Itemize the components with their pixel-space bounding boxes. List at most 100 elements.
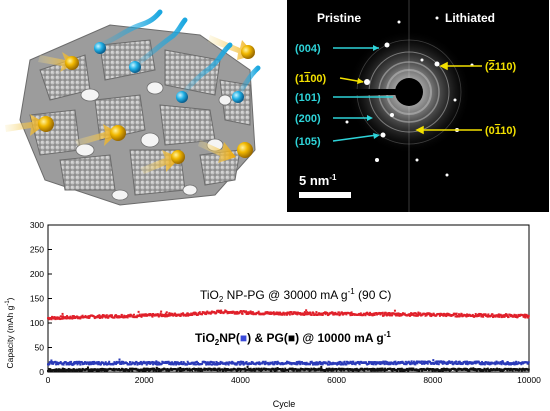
data-point: [268, 363, 271, 366]
data-point: [231, 360, 234, 363]
data-point: [119, 362, 122, 365]
data-point: [147, 360, 150, 363]
data-point: [399, 369, 402, 372]
data-point: [77, 362, 80, 365]
data-point: [138, 313, 141, 316]
data-point: [400, 361, 403, 364]
data-point: [53, 316, 56, 319]
data-point: [435, 314, 438, 317]
data-point: [175, 368, 178, 371]
data-point: [442, 360, 445, 363]
data-point: [288, 311, 291, 314]
data-point: [367, 362, 370, 365]
data-point: [372, 363, 375, 366]
data-point: [337, 361, 340, 364]
data-point: [208, 367, 211, 370]
data-point: [245, 361, 248, 364]
data-point: [426, 360, 429, 363]
data-point: [217, 309, 220, 312]
data-point: [198, 368, 201, 371]
data-point: [292, 312, 295, 315]
data-point: [527, 314, 530, 317]
data-point: [365, 361, 368, 364]
data-point: [90, 361, 93, 364]
data-point: [505, 363, 508, 366]
data-point: [123, 314, 126, 317]
data-point: [389, 314, 392, 317]
data-point: [273, 368, 276, 371]
data-point: [133, 313, 136, 316]
x-tick-label: 2000: [135, 375, 154, 385]
data-point: [425, 314, 428, 317]
data-point: [196, 363, 199, 366]
data-point: [177, 361, 180, 364]
data-point: [73, 362, 76, 365]
data-point: [527, 316, 530, 319]
data-point: [213, 368, 216, 371]
data-point: [482, 315, 485, 318]
data-point: [145, 313, 148, 316]
data-point: [118, 360, 121, 363]
data-point: [408, 361, 411, 364]
data-point: [191, 313, 194, 316]
data-point: [116, 315, 119, 318]
data-point: [250, 312, 253, 315]
data-point: [440, 368, 443, 371]
data-point: [331, 363, 334, 366]
data-point: [112, 363, 115, 366]
data-point: [93, 361, 96, 364]
data-point: [171, 361, 174, 364]
data-point: [473, 315, 476, 318]
data-point: [516, 315, 519, 318]
data-point: [515, 360, 518, 363]
data-point: [167, 313, 170, 316]
data-point: [348, 312, 351, 315]
data-point: [50, 318, 53, 321]
data-point: [131, 369, 134, 372]
data-point: [459, 363, 462, 366]
data-point: [285, 312, 288, 315]
data-point: [462, 362, 465, 365]
data-point: [348, 361, 351, 364]
data-point: [393, 309, 396, 312]
data-point: [294, 311, 297, 314]
data-point: [386, 361, 389, 364]
data-point: [296, 363, 299, 366]
data-point: [333, 313, 336, 316]
data-point: [269, 312, 272, 315]
data-point: [81, 369, 84, 372]
data-point: [183, 362, 186, 365]
data-point: [442, 314, 445, 317]
data-point: [300, 361, 303, 364]
data-point: [328, 363, 331, 366]
data-point: [157, 369, 160, 372]
data-point: [97, 314, 100, 317]
data-point: [212, 367, 215, 370]
data-point: [506, 369, 509, 372]
data-point: [329, 362, 332, 365]
data-point: [512, 361, 515, 364]
data-point: [133, 362, 136, 365]
data-point: [270, 369, 273, 372]
data-point: [118, 358, 121, 361]
data-point: [474, 362, 477, 365]
data-point: [342, 313, 345, 316]
data-point: [89, 361, 92, 364]
data-point: [360, 367, 363, 370]
data-point: [421, 313, 424, 316]
data-point: [441, 369, 444, 372]
data-point: [78, 368, 81, 371]
data-point: [303, 311, 306, 314]
data-point: [218, 309, 221, 312]
data-point: [148, 313, 151, 316]
plane-label-105: (105): [295, 136, 321, 148]
data-point: [446, 314, 449, 317]
data-point: [309, 363, 312, 366]
data-point: [320, 313, 323, 316]
data-point: [232, 368, 235, 371]
data-point: [66, 363, 69, 366]
data-point: [203, 311, 206, 314]
data-point: [393, 367, 396, 370]
data-point: [266, 361, 269, 364]
data-point: [56, 361, 59, 364]
